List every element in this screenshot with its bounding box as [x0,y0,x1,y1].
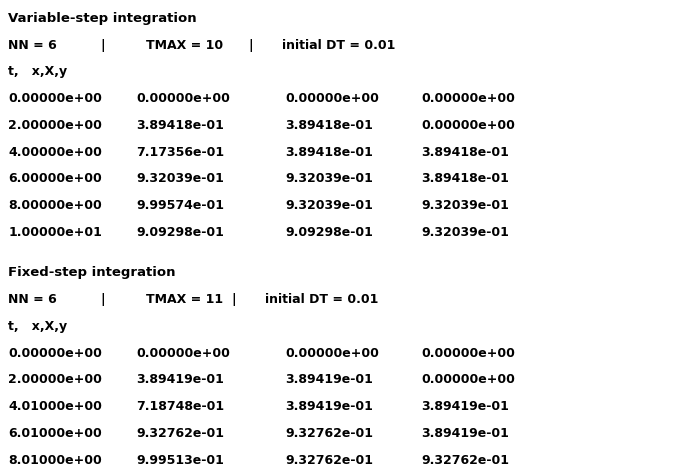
Text: 9.32762e-01: 9.32762e-01 [286,454,373,467]
Text: 3.89419e-01: 3.89419e-01 [422,400,509,413]
Text: 3.89418e-01: 3.89418e-01 [286,146,373,159]
Text: 9.32039e-01: 9.32039e-01 [422,226,509,239]
Text: 3.89418e-01: 3.89418e-01 [422,146,509,159]
Text: 6.00000e+00: 6.00000e+00 [8,172,102,186]
Text: 3.89418e-01: 3.89418e-01 [422,172,509,186]
Text: 9.09298e-01: 9.09298e-01 [286,226,373,239]
Text: 6.01000e+00: 6.01000e+00 [8,427,102,440]
Text: 0.00000e+00: 0.00000e+00 [286,92,379,105]
Text: initial DT = 0.01: initial DT = 0.01 [282,39,396,52]
Text: 9.32039e-01: 9.32039e-01 [422,199,509,212]
Text: 4.01000e+00: 4.01000e+00 [8,400,102,413]
Text: 3.89419e-01: 3.89419e-01 [422,427,509,440]
Text: 3.89418e-01: 3.89418e-01 [286,119,373,132]
Text: 9.32762e-01: 9.32762e-01 [136,427,224,440]
Text: NN = 6: NN = 6 [8,293,57,306]
Text: 9.09298e-01: 9.09298e-01 [136,226,224,239]
Text: 9.32039e-01: 9.32039e-01 [286,172,373,186]
Text: 0.00000e+00: 0.00000e+00 [422,374,515,386]
Text: 3.89418e-01: 3.89418e-01 [136,119,224,132]
Text: 0.00000e+00: 0.00000e+00 [8,92,102,105]
Text: 9.32039e-01: 9.32039e-01 [136,172,224,186]
Text: |: | [248,39,253,52]
Text: t,   x,X,y: t, x,X,y [8,65,67,78]
Text: 3.89419e-01: 3.89419e-01 [286,374,373,386]
Text: 7.18748e-01: 7.18748e-01 [136,400,224,413]
Text: 9.32762e-01: 9.32762e-01 [286,427,373,440]
Text: 2.00000e+00: 2.00000e+00 [8,374,102,386]
Text: |: | [231,293,236,306]
Text: |: | [101,39,105,52]
Text: 0.00000e+00: 0.00000e+00 [286,347,379,360]
Text: 7.17356e-01: 7.17356e-01 [136,146,224,159]
Text: 9.32039e-01: 9.32039e-01 [286,199,373,212]
Text: 0.00000e+00: 0.00000e+00 [136,347,230,360]
Text: 0.00000e+00: 0.00000e+00 [8,347,102,360]
Text: 9.99513e-01: 9.99513e-01 [136,454,224,467]
Text: Fixed-step integration: Fixed-step integration [8,266,175,279]
Text: 1.00000e+01: 1.00000e+01 [8,226,102,239]
Text: |: | [101,293,105,306]
Text: TMAX = 11: TMAX = 11 [146,293,223,306]
Text: 9.32762e-01: 9.32762e-01 [422,454,509,467]
Text: 9.99574e-01: 9.99574e-01 [136,199,224,212]
Text: Variable-step integration: Variable-step integration [8,12,197,25]
Text: 3.89419e-01: 3.89419e-01 [136,374,224,386]
Text: 0.00000e+00: 0.00000e+00 [136,92,230,105]
Text: 0.00000e+00: 0.00000e+00 [422,92,515,105]
Text: NN = 6: NN = 6 [8,39,57,52]
Text: initial DT = 0.01: initial DT = 0.01 [265,293,379,306]
Text: TMAX = 10: TMAX = 10 [146,39,223,52]
Text: 8.00000e+00: 8.00000e+00 [8,199,102,212]
Text: t,   x,X,y: t, x,X,y [8,320,67,333]
Text: 0.00000e+00: 0.00000e+00 [422,347,515,360]
Text: 2.00000e+00: 2.00000e+00 [8,119,102,132]
Text: 3.89419e-01: 3.89419e-01 [286,400,373,413]
Text: 0.00000e+00: 0.00000e+00 [422,119,515,132]
Text: 4.00000e+00: 4.00000e+00 [8,146,102,159]
Text: 8.01000e+00: 8.01000e+00 [8,454,102,467]
